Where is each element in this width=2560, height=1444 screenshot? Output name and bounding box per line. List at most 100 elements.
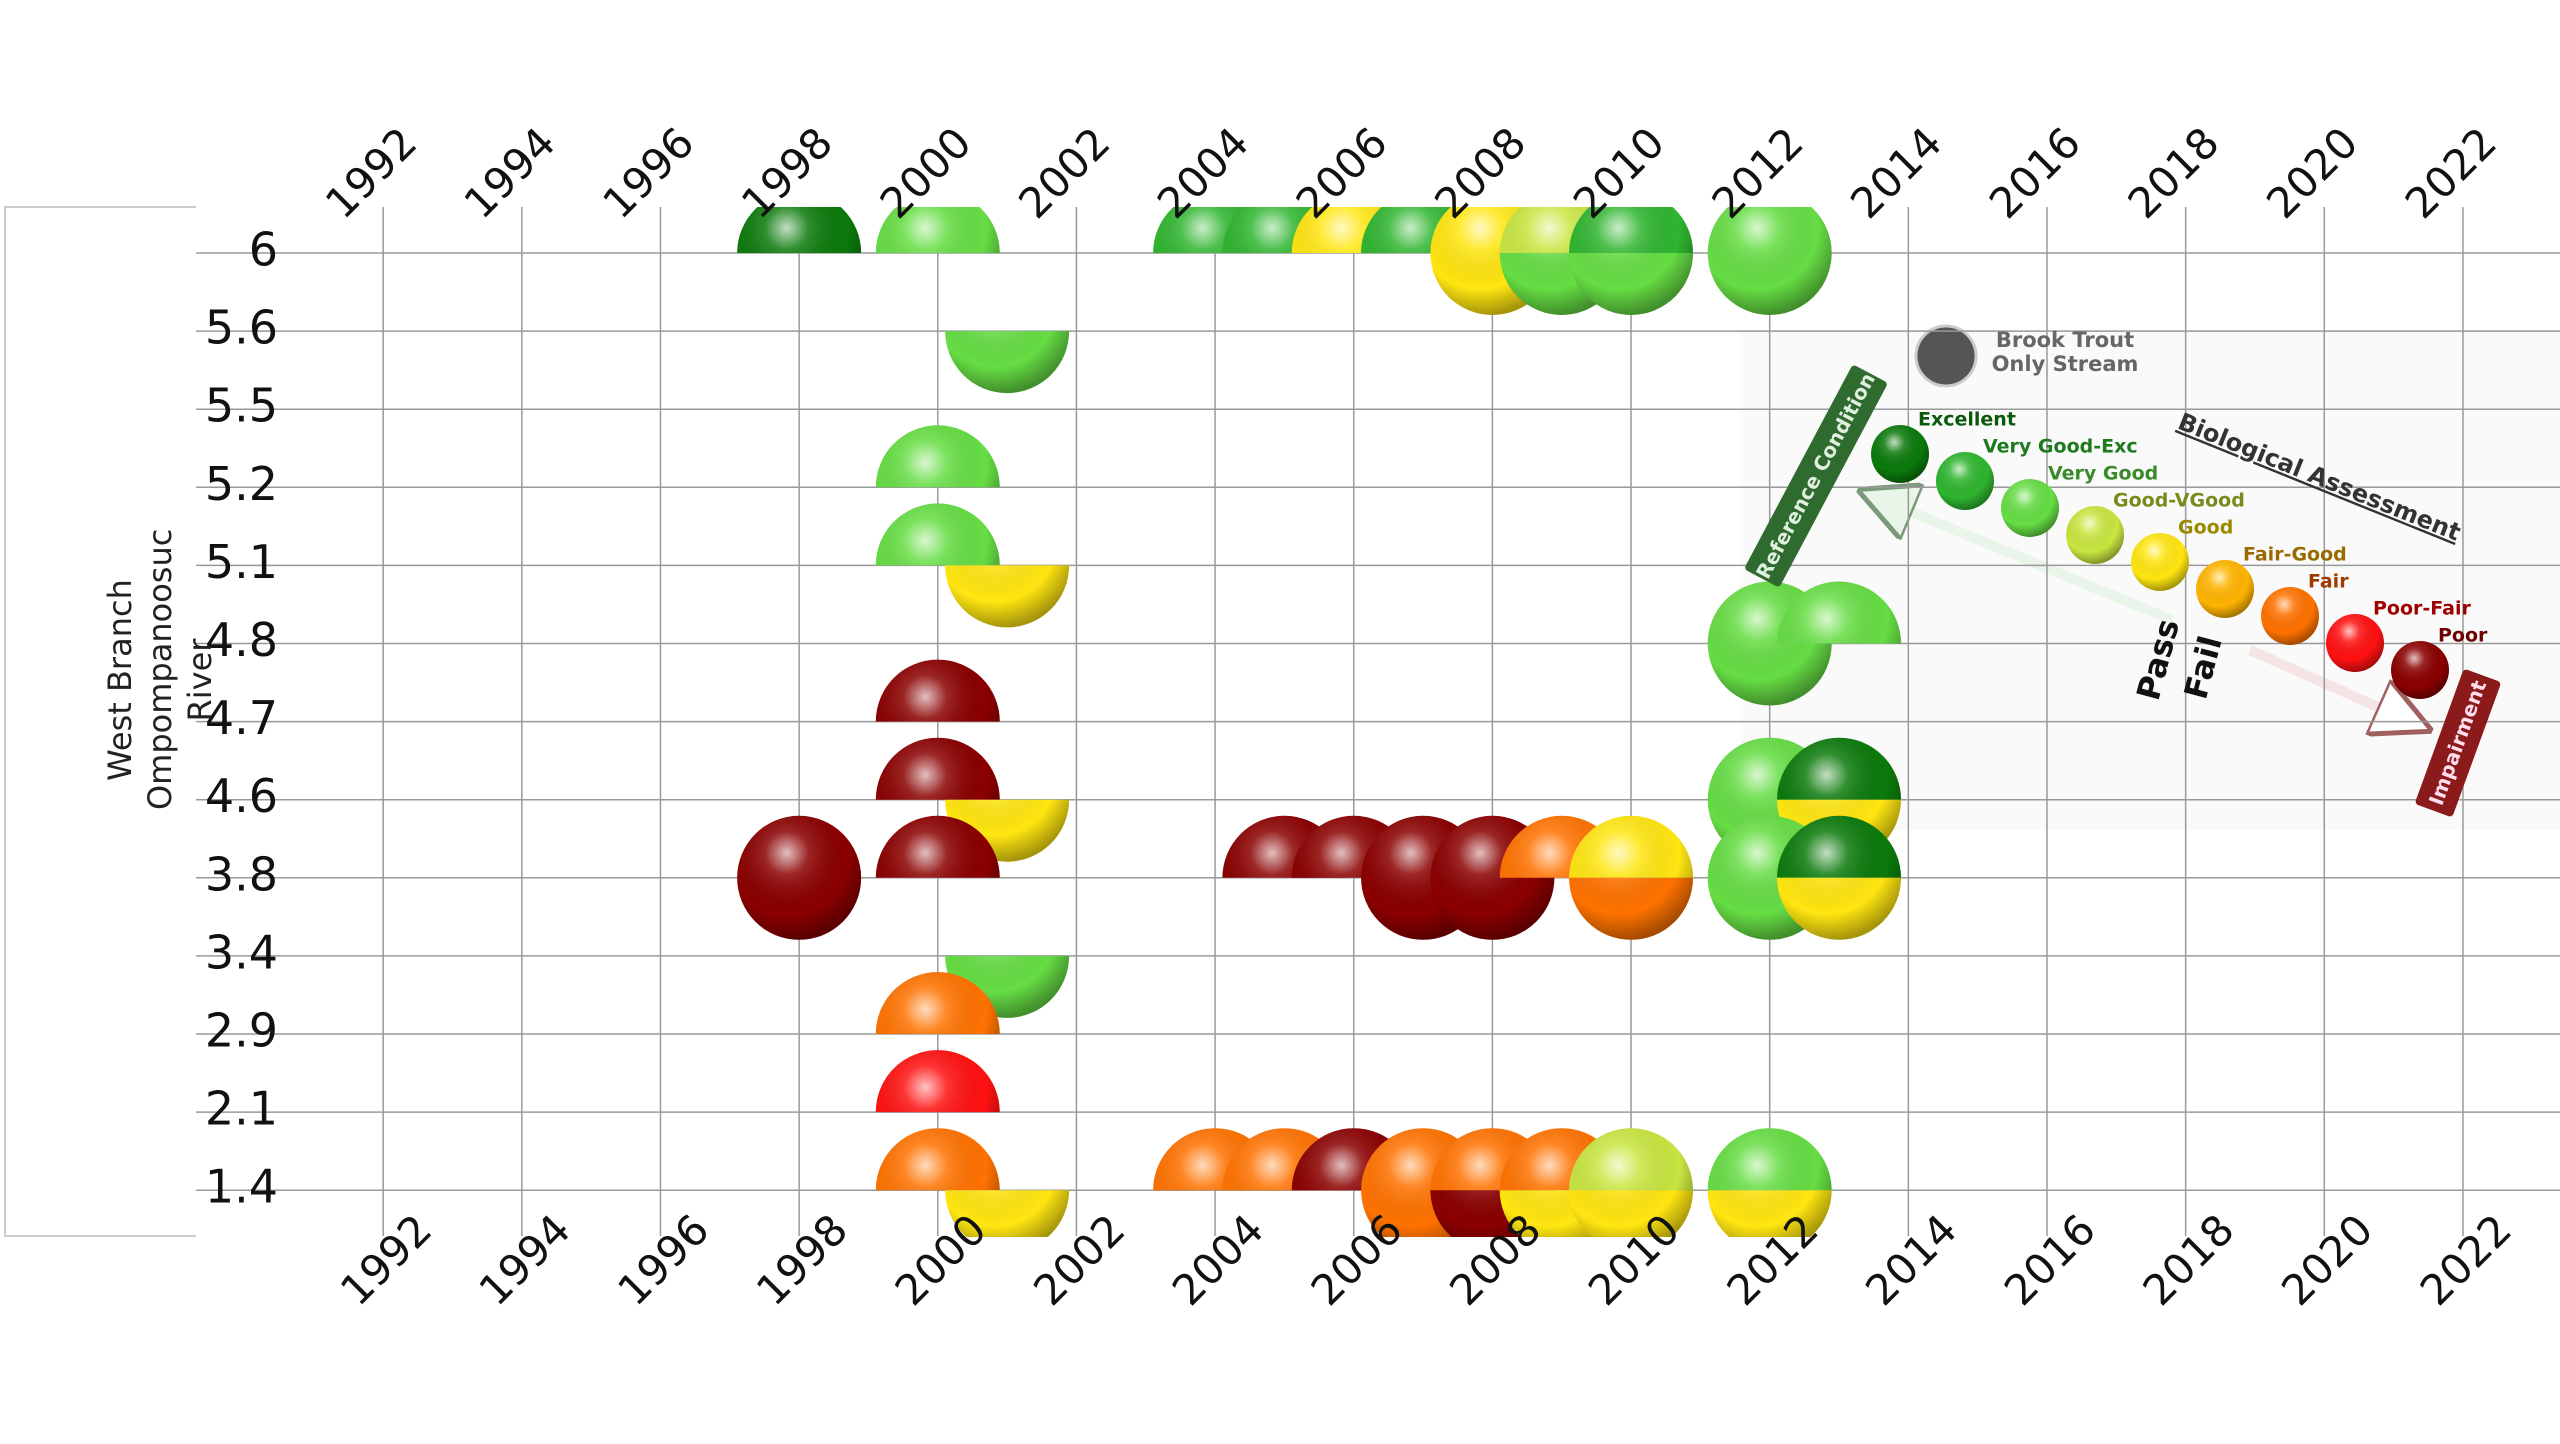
sphere-shade xyxy=(1707,207,1832,315)
x-tick-label-bottom: 1992 xyxy=(331,1205,441,1315)
x-tick-label-bottom: 2018 xyxy=(2133,1205,2243,1315)
sphere xyxy=(875,207,1000,253)
sphere-shade xyxy=(875,425,1000,488)
sphere xyxy=(737,815,862,940)
legend-label: Fair-Good xyxy=(2243,544,2347,566)
sphere-shade xyxy=(1777,737,1901,800)
y-tick-label: 6 xyxy=(249,223,278,277)
impairment-arrow xyxy=(2247,645,2405,719)
sphere-shade xyxy=(945,331,1070,394)
sphere-shade xyxy=(737,815,862,940)
y-tick-label: 5.1 xyxy=(205,535,278,589)
sphere xyxy=(737,207,862,253)
x-tick-label-top: 2014 xyxy=(1841,118,1951,228)
sphere-shade xyxy=(875,503,1000,566)
sphere xyxy=(1707,1128,1832,1191)
frame xyxy=(4,206,196,1237)
sphere xyxy=(875,1050,1000,1113)
sphere xyxy=(875,503,1000,566)
sphere xyxy=(1777,737,1901,800)
sphere xyxy=(1569,1128,1694,1191)
legend-swatch-shade xyxy=(2131,533,2189,591)
sphere-shade xyxy=(1569,815,1694,878)
y-tick-label: 4.6 xyxy=(205,769,278,823)
sphere xyxy=(1569,815,1694,878)
legend-swatch-shade xyxy=(2326,614,2384,672)
sphere xyxy=(875,972,1000,1034)
legend-swatch-shade xyxy=(1936,452,1994,510)
sphere-shade xyxy=(1569,253,1694,315)
legend-swatch-shade xyxy=(2391,641,2449,699)
sphere-shade xyxy=(1707,1128,1832,1191)
sphere-shade xyxy=(875,207,1000,253)
y-tick-label: 1.4 xyxy=(205,1160,278,1214)
sphere-shade xyxy=(945,1190,1070,1237)
x-tick-label-top: 2020 xyxy=(2257,118,2367,228)
x-tick-label-top: 2002 xyxy=(1009,118,1119,228)
reference-box xyxy=(1745,365,1887,587)
sphere-shade xyxy=(1777,815,1901,878)
x-tick-label-bottom: 2014 xyxy=(1856,1205,1966,1315)
sphere xyxy=(1777,877,1901,940)
sphere-shade xyxy=(737,207,862,253)
legend-label: Poor-Fair xyxy=(2373,598,2471,620)
x-tick-label-top: 2016 xyxy=(1980,118,2090,228)
legend-label: Very Good xyxy=(2048,463,2158,485)
y-tick-label: 3.4 xyxy=(205,925,278,979)
sphere-shade xyxy=(1777,877,1901,940)
legend-label: Good-VGood xyxy=(2113,490,2245,512)
sphere xyxy=(945,565,1070,628)
y-tick-label: 5.6 xyxy=(205,301,278,355)
brook-trout-icon xyxy=(1914,324,1978,388)
x-tick-label-bottom: 2020 xyxy=(2272,1205,2382,1315)
sphere xyxy=(1707,1190,1832,1237)
y-tick-label: 5.2 xyxy=(205,457,278,511)
y-tick-label: 2.9 xyxy=(205,1004,278,1058)
x-tick-label-top: 1992 xyxy=(316,118,426,228)
sphere-shade xyxy=(1569,1128,1694,1191)
sphere-shade xyxy=(1569,1190,1694,1237)
sphere-shade xyxy=(875,737,1000,800)
x-tick-label-bottom: 1994 xyxy=(470,1205,580,1315)
x-tick-label-top: 1994 xyxy=(455,118,565,228)
y-tick-label: 4.8 xyxy=(205,613,278,667)
sphere-shade xyxy=(875,659,1000,722)
y-axis-title: West Branch Ompompanoosuc River xyxy=(101,528,219,810)
sphere xyxy=(1707,207,1832,315)
sphere xyxy=(875,425,1000,488)
legend-swatch-shade xyxy=(2001,479,2059,537)
x-tick-label-top: 2018 xyxy=(2118,118,2228,228)
x-tick-label-top: 1996 xyxy=(593,118,703,228)
y-tick-label: 2.1 xyxy=(205,1082,278,1136)
reference-arrow xyxy=(1885,501,2174,625)
sphere xyxy=(1569,253,1694,315)
x-tick-label-bottom: 1996 xyxy=(608,1205,718,1315)
sphere-shade xyxy=(875,972,1000,1034)
sphere xyxy=(945,1190,1070,1237)
x-tick-label-bottom: 2016 xyxy=(1995,1205,2105,1315)
marks xyxy=(737,207,1901,1237)
sphere-shade xyxy=(1569,877,1694,940)
sphere-shade xyxy=(945,565,1070,628)
impairment-box xyxy=(2415,669,2501,817)
legend-label: Very Good-Exc xyxy=(1983,436,2138,458)
legend-label: Excellent xyxy=(1918,409,2016,431)
x-tick-label-bottom: 2004 xyxy=(1163,1205,1273,1315)
legend-label: Fair xyxy=(2308,571,2349,593)
sphere-shade xyxy=(1777,581,1901,644)
sphere xyxy=(945,331,1070,394)
x-tick-label-top: 2022 xyxy=(2396,118,2506,228)
sphere-shade xyxy=(875,815,1000,878)
sphere-shade xyxy=(875,1128,1000,1191)
legend-label: Good xyxy=(2178,517,2233,539)
legend-swatch-shade xyxy=(2196,560,2254,618)
legend-swatch-shade xyxy=(1871,425,1929,483)
legend-swatch-shade xyxy=(2261,587,2319,645)
x-tick-label-bottom: 2022 xyxy=(2411,1205,2521,1315)
sphere-shade xyxy=(1569,207,1694,253)
sphere xyxy=(875,815,1000,878)
sphere xyxy=(875,1128,1000,1191)
legend-swatch-shade xyxy=(2066,506,2124,564)
x-tick-label-bottom: 1998 xyxy=(747,1205,857,1315)
